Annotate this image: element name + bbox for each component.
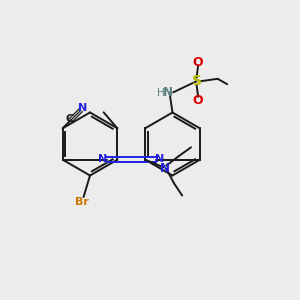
- Text: O: O: [193, 94, 203, 107]
- Text: Br: Br: [75, 197, 89, 208]
- Text: C: C: [65, 114, 74, 124]
- Text: N: N: [78, 103, 87, 113]
- Text: N: N: [163, 86, 173, 99]
- Text: N: N: [160, 162, 170, 175]
- Text: N: N: [98, 154, 107, 164]
- Text: S: S: [192, 74, 202, 88]
- Text: N: N: [155, 154, 164, 164]
- Text: H: H: [157, 88, 165, 98]
- Text: O: O: [193, 56, 203, 68]
